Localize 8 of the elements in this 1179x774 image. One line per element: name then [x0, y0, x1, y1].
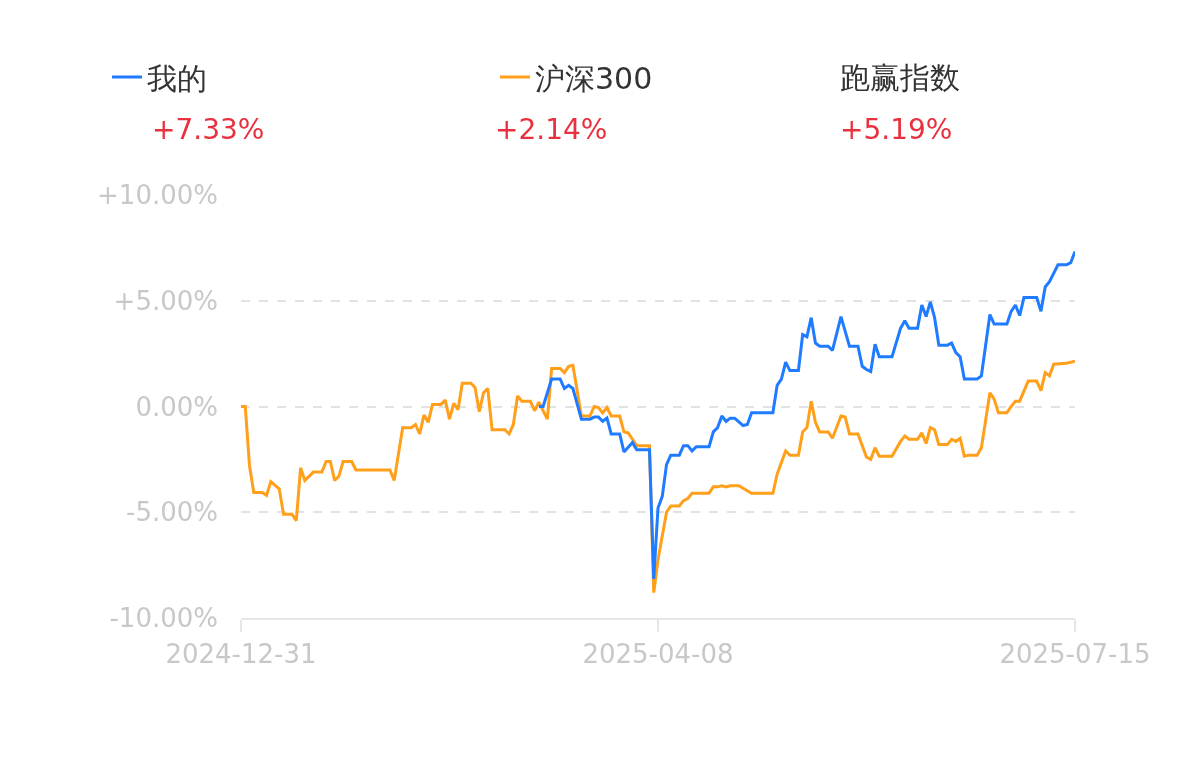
line-series: [241, 359, 1075, 595]
legend-label: 我的: [147, 60, 207, 96]
legend-label: 沪深300: [535, 60, 653, 96]
text: +5.19%: [840, 113, 953, 146]
text: 跑赢指数: [840, 60, 960, 95]
text: +7.33%: [152, 113, 265, 146]
text: +2.14%: [495, 113, 608, 146]
line-series: [537, 249, 1075, 581]
